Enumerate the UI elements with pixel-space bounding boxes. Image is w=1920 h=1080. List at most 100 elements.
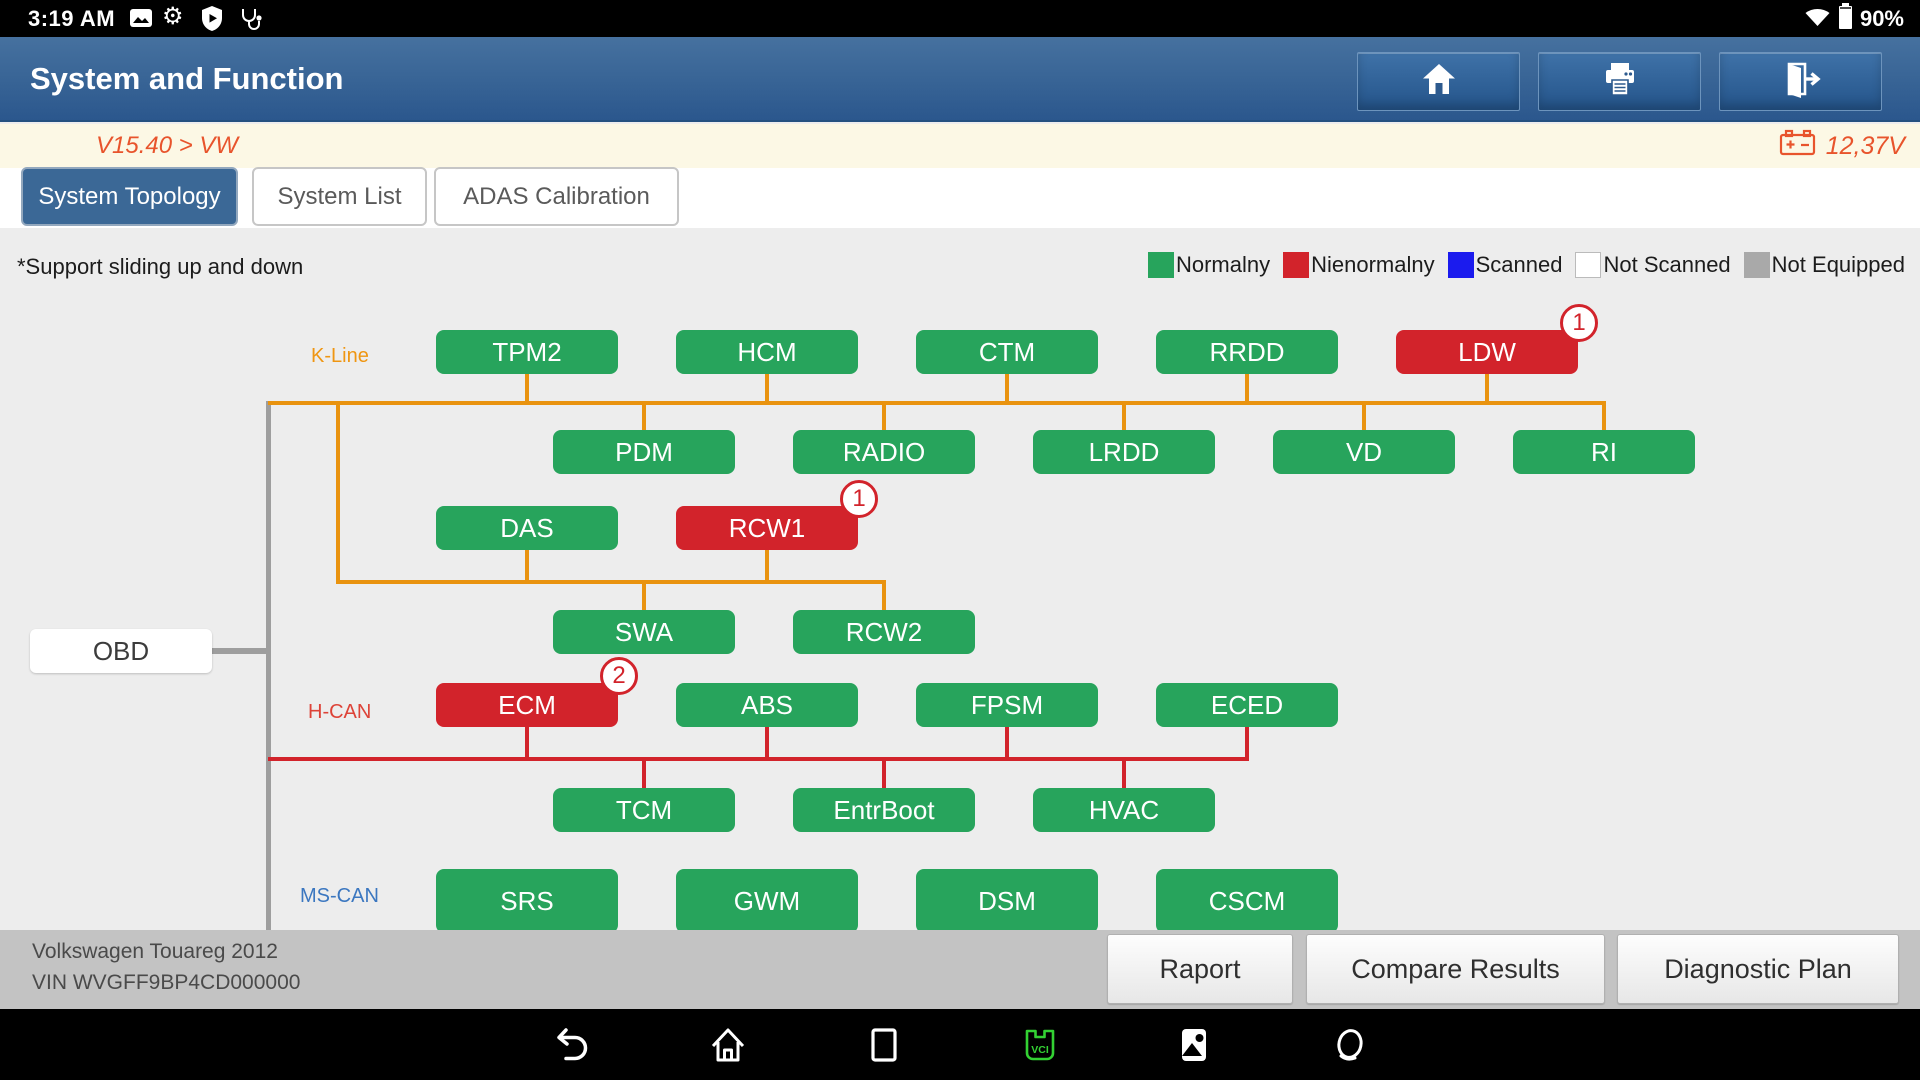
topology-node-radio[interactable]: RADIO <box>793 430 975 474</box>
printer-icon <box>1600 59 1640 104</box>
node-label: RRDD <box>1209 336 1285 367</box>
fault-count-badge: 2 <box>600 657 638 695</box>
topology-node-lrdd[interactable]: LRDD <box>1033 430 1215 474</box>
kline-drop <box>882 584 886 610</box>
home-button[interactable] <box>1357 52 1520 111</box>
status-legend: Normalny Nienormalny Scanned Not Scanned… <box>1147 252 1905 278</box>
kline-drop <box>1122 405 1126 430</box>
kline-drop <box>642 405 646 430</box>
topology-node-swa[interactable]: SWA <box>553 610 735 654</box>
kline-drop <box>525 550 529 580</box>
hcan-drop <box>765 727 769 757</box>
kline-subbus-riser <box>336 405 340 580</box>
topology-node-pdm[interactable]: PDM <box>553 430 735 474</box>
node-label: DSM <box>978 885 1036 916</box>
app-header: System and Function <box>0 37 1920 122</box>
kline-subbus <box>336 580 886 584</box>
topology-node-cscm[interactable]: CSCM <box>1156 869 1338 933</box>
node-label: TCM <box>615 794 673 825</box>
obd-node: OBD <box>30 629 212 673</box>
hcan-drop <box>525 727 529 757</box>
recents-icon[interactable] <box>862 1023 906 1067</box>
tab-adas-calibration[interactable]: ADAS Calibration <box>434 167 679 226</box>
topology-node-entrboot[interactable]: EntrBoot <box>793 788 975 832</box>
node-label: RI <box>1591 436 1617 467</box>
topology-node-ctm[interactable]: CTM <box>916 330 1098 374</box>
record-icon[interactable] <box>1328 1023 1372 1067</box>
topology-node-srs[interactable]: SRS <box>436 869 618 933</box>
legend-swatch-red <box>1283 252 1310 278</box>
vci-icon[interactable]: VCI <box>1018 1023 1062 1067</box>
node-label: SWA <box>614 616 674 647</box>
gear-icon: ⚙ <box>162 2 184 30</box>
topology-node-hcm[interactable]: HCM <box>676 330 858 374</box>
topology-node-gwm[interactable]: GWM <box>676 869 858 933</box>
topology-node-eced[interactable]: ECED <box>1156 683 1338 727</box>
compare-results-button[interactable]: Compare Results <box>1306 934 1605 1004</box>
footer-bar: Volkswagen Touareg 2012 VIN WVGFF9BP4CD0… <box>0 930 1920 1009</box>
node-label: PDM <box>615 436 673 467</box>
obd-connector-line <box>212 648 266 654</box>
topology-node-ri[interactable]: RI <box>1513 430 1695 474</box>
kline-drop <box>1005 372 1009 401</box>
legend-swatch-green <box>1147 252 1174 278</box>
print-button[interactable] <box>1538 52 1701 111</box>
back-icon[interactable] <box>549 1023 593 1067</box>
node-label: RCW2 <box>845 616 923 647</box>
exit-button[interactable] <box>1719 52 1882 111</box>
home-icon[interactable] <box>706 1023 750 1067</box>
legend-swatch-blue <box>1447 252 1474 278</box>
tab-system-list[interactable]: System List <box>252 167 427 226</box>
android-nav-bar: VCI <box>0 1009 1920 1080</box>
battery-voltage: 12,37V <box>1825 131 1905 160</box>
hcan-drop <box>1122 761 1126 788</box>
scroll-hint: *Support sliding up and down <box>17 254 304 279</box>
status-bar: 3:19 AM ⚙ 90% <box>0 0 1920 37</box>
legend-swatch-gray <box>1743 252 1770 278</box>
legend-normal: Normalny <box>1147 252 1270 278</box>
topology-node-rcw1[interactable]: RCW1 1 <box>676 480 878 550</box>
node-label: LDW <box>1458 336 1516 367</box>
topology-node-ecm[interactable]: ECM 2 <box>436 657 638 727</box>
topology-node-fpsm[interactable]: FPSM <box>916 683 1098 727</box>
diagnostic-plan-button[interactable]: Diagnostic Plan <box>1617 934 1899 1004</box>
node-label: ECM <box>498 689 556 720</box>
topology-node-ldw[interactable]: LDW 1 <box>1396 304 1598 374</box>
battery-icon <box>1838 2 1853 35</box>
topology-node-das[interactable]: DAS <box>436 506 618 550</box>
kline-drop <box>1362 405 1366 430</box>
fault-count-badge: 1 <box>840 480 878 518</box>
page-title: System and Function <box>30 60 344 96</box>
exit-icon <box>1780 59 1822 104</box>
topology-node-abs[interactable]: ABS <box>676 683 858 727</box>
node-label: EntrBoot <box>833 794 935 825</box>
kline-drop <box>882 405 886 430</box>
bus-label-kline: K-Line <box>311 345 369 367</box>
kline-drop <box>642 584 646 610</box>
kline-bus <box>268 401 1606 405</box>
shield-play-icon <box>200 5 224 37</box>
topology-node-hvac[interactable]: HVAC <box>1033 788 1215 832</box>
svg-text:VCI: VCI <box>1031 1044 1049 1056</box>
topology-node-tcm[interactable]: TCM <box>553 788 735 832</box>
fault-count-badge: 1 <box>1560 304 1598 342</box>
kline-drop <box>1485 372 1489 401</box>
stethoscope-icon <box>236 6 264 37</box>
vehicle-vin: VIN WVGFF9BP4CD000000 <box>32 971 301 994</box>
kline-drop <box>765 550 769 580</box>
topology-node-rcw2[interactable]: RCW2 <box>793 610 975 654</box>
hcan-drop <box>882 761 886 788</box>
hcan-drop <box>642 761 646 788</box>
legend-abnormal: Nienormalny <box>1283 252 1435 278</box>
screenshot-icon[interactable] <box>1172 1023 1216 1067</box>
hcan-drop <box>1005 727 1009 757</box>
topology-node-tpm2[interactable]: TPM2 <box>436 330 618 374</box>
topology-node-rrdd[interactable]: RRDD <box>1156 330 1338 374</box>
tab-system-topology[interactable]: System Topology <box>21 167 238 226</box>
topology-node-dsm[interactable]: DSM <box>916 869 1098 933</box>
report-button[interactable]: Raport <box>1107 934 1293 1004</box>
node-label: RCW1 <box>728 512 806 543</box>
node-label: CTM <box>978 336 1036 367</box>
hcan-drop <box>1245 727 1249 757</box>
topology-node-vd[interactable]: VD <box>1273 430 1455 474</box>
